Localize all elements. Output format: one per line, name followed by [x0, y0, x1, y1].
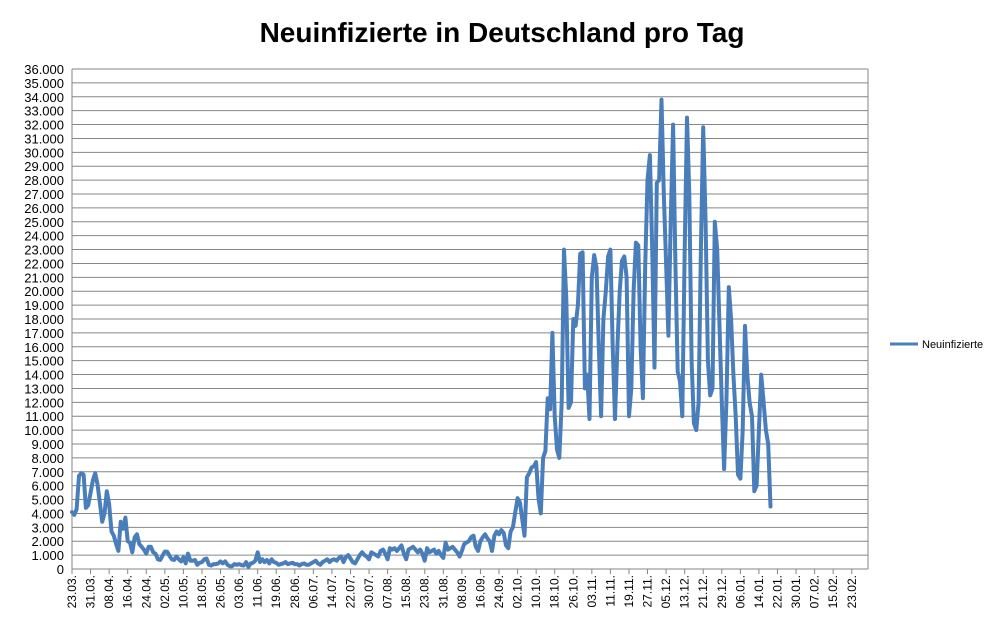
y-tick-label: 33.000 — [24, 104, 64, 119]
x-tick-label: 30.07. — [362, 575, 376, 608]
x-axis-tick-labels: 23.03. 31.03. 08.04. 16.04. 24.04. 02.05. 10.0… — [65, 569, 859, 608]
y-tick-label: 23.000 — [24, 243, 64, 258]
x-tick-label: 10.10. — [529, 575, 543, 608]
y-tick-label: 30.000 — [24, 145, 64, 160]
y-tick-label: 21.000 — [24, 270, 64, 285]
x-tick-label: 15.02. — [826, 575, 840, 608]
y-tick-label: 29.000 — [24, 159, 64, 174]
y-tick-label: 14.000 — [24, 368, 64, 383]
y-tick-label: 12.000 — [24, 395, 64, 410]
x-tick-label: 11.11. — [603, 575, 617, 607]
x-tick-label: 26.05. — [214, 575, 228, 608]
x-tick-label: 02.10. — [511, 575, 525, 608]
x-tick-label: 02.05. — [158, 575, 172, 608]
y-axis-tick-labels: 01.0002.0003.0004.0005.0006.0007.0008.00… — [24, 62, 64, 577]
x-tick-label: 27.11. — [641, 575, 655, 607]
y-tick-label: 20.000 — [24, 284, 64, 299]
x-tick-label: 21.12. — [696, 575, 710, 608]
x-tick-label: 29.12. — [715, 575, 729, 608]
y-tick-label: 5.000 — [31, 493, 64, 508]
y-tick-label: 6.000 — [31, 479, 64, 494]
x-tick-label: 18.10. — [548, 575, 562, 608]
y-tick-label: 15.000 — [24, 354, 64, 369]
y-tick-label: 13.000 — [24, 381, 64, 396]
x-tick-label: 13.12. — [678, 575, 692, 608]
x-tick-label: 23.03. — [65, 575, 79, 608]
series-lines — [70, 97, 773, 569]
chart-title: Neuinfizierte in Deutschland pro Tag — [260, 17, 745, 48]
x-tick-label: 14.01. — [752, 575, 766, 608]
gridlines — [72, 68, 868, 556]
x-tick-label: 24.04. — [139, 575, 153, 608]
x-tick-label: 08.09. — [455, 575, 469, 608]
y-tick-label: 3.000 — [31, 520, 64, 535]
y-tick-label: 25.000 — [24, 215, 64, 230]
x-tick-label: 05.12. — [659, 575, 673, 608]
x-tick-label: 24.09. — [492, 575, 506, 608]
y-tick-label: 11.000 — [25, 409, 64, 424]
x-tick-label: 23.02. — [845, 575, 859, 608]
y-tick-label: 7.000 — [31, 465, 64, 480]
x-tick-label: 19.06. — [269, 575, 283, 608]
y-tick-label: 16.000 — [24, 340, 64, 355]
x-tick-label: 19.11. — [622, 575, 636, 607]
series-line-neuinfizierte — [70, 97, 773, 569]
y-tick-label: 10.000 — [24, 423, 64, 438]
x-tick-label: 10.05. — [176, 575, 190, 608]
y-tick-label: 28.000 — [24, 173, 64, 188]
y-tick-label: 32.000 — [24, 118, 64, 133]
y-tick-label: 36.000 — [24, 62, 64, 77]
x-tick-label: 06.07. — [306, 575, 320, 608]
legend: Neuinfizierte — [890, 339, 983, 351]
y-tick-label: 18.000 — [24, 312, 64, 327]
x-tick-label: 06.01. — [733, 575, 747, 608]
x-tick-label: 16.04. — [121, 575, 135, 608]
x-tick-label: 16.09. — [473, 575, 487, 608]
y-tick-label: 19.000 — [24, 298, 64, 313]
y-tick-label: 35.000 — [24, 76, 64, 91]
y-tick-label: 2.000 — [31, 534, 64, 549]
y-tick-label: 31.000 — [24, 131, 64, 146]
y-tick-label: 4.000 — [31, 506, 64, 521]
x-tick-label: 08.04. — [102, 575, 116, 608]
legend-label: Neuinfizierte — [922, 339, 983, 351]
y-tick-label: 34.000 — [24, 90, 64, 105]
x-tick-label: 22.01. — [770, 575, 784, 608]
x-tick-label: 03.11. — [585, 575, 599, 607]
x-tick-label: 03.06. — [232, 575, 246, 608]
x-tick-label: 31.08. — [436, 575, 450, 608]
x-tick-label: 26.10. — [566, 575, 580, 608]
x-tick-label: 23.08. — [418, 575, 432, 608]
y-tick-label: 17.000 — [24, 326, 64, 341]
x-tick-label: 07.08. — [381, 575, 395, 608]
y-tick-label: 0 — [57, 562, 64, 577]
axes — [71, 69, 869, 570]
x-tick-label: 28.06. — [288, 575, 302, 608]
y-tick-label: 1.000 — [31, 548, 64, 563]
x-tick-label: 30.01. — [789, 575, 803, 608]
y-tick-label: 24.000 — [24, 229, 64, 244]
y-tick-label: 27.000 — [24, 187, 64, 202]
y-tick-label: 22.000 — [24, 256, 64, 271]
x-tick-label: 11.06. — [251, 575, 265, 607]
x-tick-label: 07.02. — [808, 575, 822, 608]
y-tick-label: 8.000 — [31, 451, 64, 466]
x-tick-label: 18.05. — [195, 575, 209, 608]
x-tick-label: 14.07. — [325, 575, 339, 608]
x-tick-label: 31.03. — [84, 575, 98, 608]
y-tick-label: 9.000 — [31, 437, 64, 452]
x-tick-label: 22.07. — [343, 575, 357, 608]
y-tick-label: 26.000 — [24, 201, 64, 216]
x-tick-label: 15.08. — [399, 575, 413, 608]
